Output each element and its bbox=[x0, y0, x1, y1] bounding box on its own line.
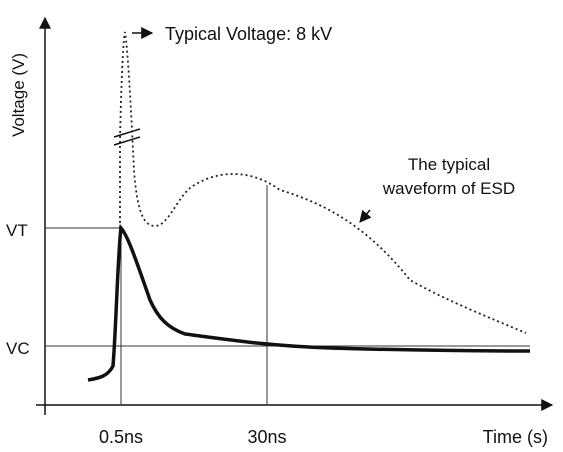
esd-label-arrow bbox=[359, 209, 372, 223]
peak-annotation: Typical Voltage: 8 kV bbox=[165, 24, 332, 44]
x-tick-0_5ns: 0.5ns bbox=[99, 427, 143, 447]
axis-break-mark-top bbox=[113, 128, 141, 138]
y-tick-vc: VC bbox=[6, 339, 30, 358]
axis-break-mark-bottom bbox=[113, 136, 141, 146]
series-clamped-waveform bbox=[87, 223, 531, 382]
y-axis-label: Voltage (V) bbox=[9, 53, 28, 137]
esd-annotation-line1: The typical bbox=[408, 155, 490, 174]
esd-annotation-line2: waveform of ESD bbox=[382, 179, 515, 198]
y-tick-vt: VT bbox=[6, 221, 28, 240]
x-tick-30ns: 30ns bbox=[247, 427, 286, 447]
series-esd-waveform bbox=[119, 31, 527, 334]
x-axis-label: Time (s) bbox=[483, 427, 548, 447]
